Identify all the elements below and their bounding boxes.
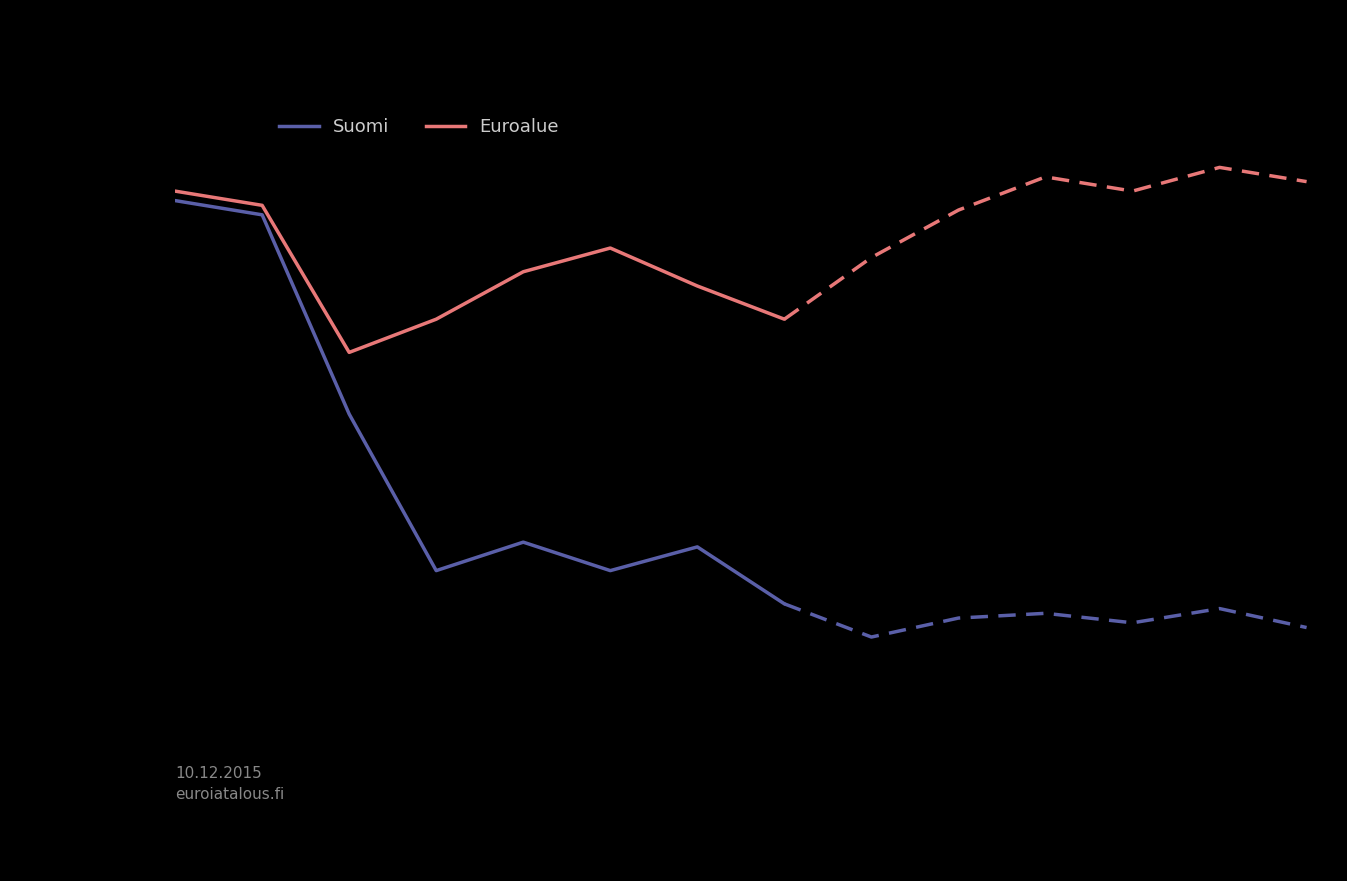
Legend: Suomi, Euroalue: Suomi, Euroalue (272, 110, 567, 143)
Text: 10.12.2015
euroiatalous.fi: 10.12.2015 euroiatalous.fi (175, 766, 284, 802)
